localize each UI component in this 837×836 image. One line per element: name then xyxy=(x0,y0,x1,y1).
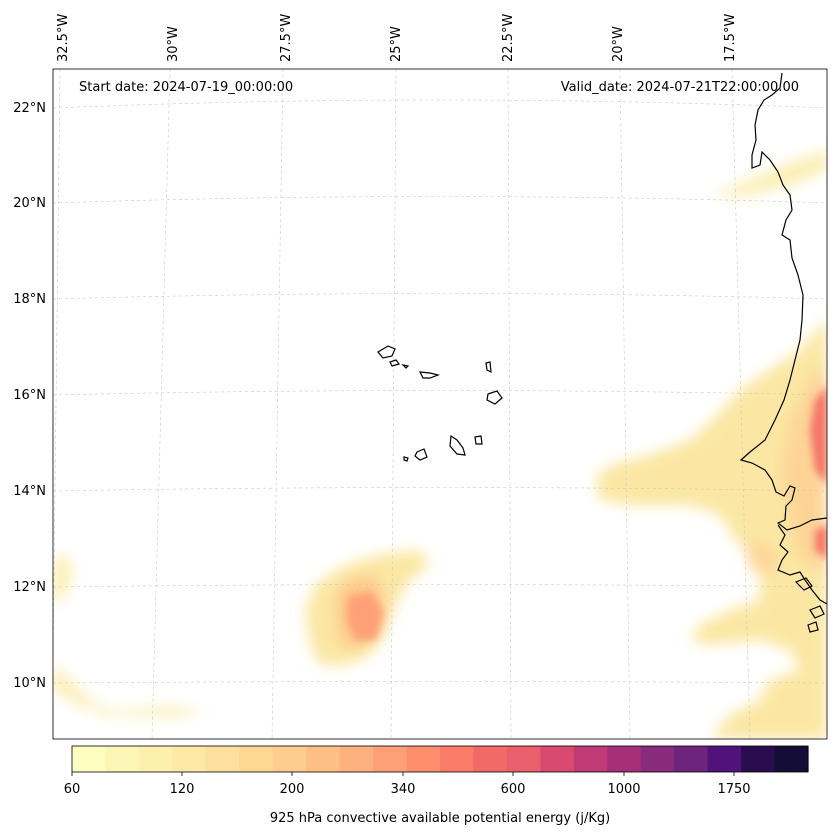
colorbar-tick-label: 120 xyxy=(170,782,195,797)
colorbar-swatch xyxy=(373,746,408,772)
colorbar-swatch xyxy=(774,746,809,772)
colorbar-tick-label: 200 xyxy=(280,782,305,797)
coastline-cape-verde-santiago xyxy=(449,434,466,456)
coastline-cape-verde-santo-antao xyxy=(377,345,396,359)
lon-label: 30°W xyxy=(166,26,181,62)
cape-field-core xyxy=(347,385,827,640)
lat-label: 12°N xyxy=(13,580,46,595)
cape-field-blurred xyxy=(53,150,827,739)
map-axes-frame xyxy=(52,68,828,740)
colorbar-swatch xyxy=(506,746,541,772)
colorbar-swatch xyxy=(473,746,508,772)
coastline-cape-verde-santa-luzia xyxy=(401,364,410,369)
cape-region-coast-orange xyxy=(745,540,780,575)
colorbar-swatch xyxy=(105,746,140,772)
lat-label: 18°N xyxy=(13,292,46,307)
colorbar-swatches xyxy=(72,746,809,772)
lat-label: 10°N xyxy=(13,676,46,691)
cape-region-west-edge xyxy=(53,555,72,605)
longitude-labels: 32.5°W 30°W 27.5°W 25°W 22.5°W 20°W 17.5… xyxy=(56,14,738,62)
colorbar-frame xyxy=(71,745,809,773)
colorbar-swatch xyxy=(306,746,341,772)
lon-label: 22.5°W xyxy=(501,14,516,62)
map-axes-background xyxy=(53,69,827,739)
lon-label: 20°W xyxy=(611,26,626,62)
lat-label: 14°N xyxy=(13,484,46,499)
lon-label: 32.5°W xyxy=(56,14,71,62)
lon-label: 25°W xyxy=(389,26,404,62)
cape-field xyxy=(53,150,827,739)
colorbar-swatch xyxy=(239,746,274,772)
cape-core-sahel-red xyxy=(810,385,827,485)
colorbar-tick-label: 600 xyxy=(501,782,526,797)
coastline-cape-verde-fogo xyxy=(414,448,428,461)
map-plot-area xyxy=(53,69,827,739)
lon-label: 27.5°W xyxy=(279,14,294,62)
cape-core-coast-red xyxy=(815,525,827,560)
cape-core-plume-mid xyxy=(347,592,384,640)
coastline-cape-verde-sao-nicolau xyxy=(418,371,441,379)
coastline-guinea xyxy=(777,524,827,605)
colorbar-tick-label: 1750 xyxy=(717,782,750,797)
cape-region-southwest-strip xyxy=(53,665,205,716)
colorbar-swatch xyxy=(540,746,575,772)
colorbar-swatch xyxy=(640,746,675,772)
colorbar-tick-label: 60 xyxy=(64,782,81,797)
colorbar-swatch xyxy=(440,746,475,772)
coastline-cape-verde-sao-vicente xyxy=(389,359,401,367)
lon-label: 17.5°W xyxy=(723,14,738,62)
colorbar-swatch xyxy=(674,746,709,772)
coastline-cape-verde-sal xyxy=(485,361,492,374)
colorbar-ticks xyxy=(71,772,735,776)
cape-region-sahara-strip xyxy=(715,150,827,198)
coastline-bijagos xyxy=(794,577,825,633)
coastline-cape-verde-brava xyxy=(403,456,409,462)
colorbar: 60 120 200 340 600 1000 1750 925 hPa con… xyxy=(64,745,809,826)
colorbar-swatch xyxy=(339,746,374,772)
coastline-cape-verde-maio xyxy=(474,435,483,445)
lat-label: 22°N xyxy=(13,101,46,116)
colorbar-swatch xyxy=(573,746,608,772)
latitude-labels: 22°N 20°N 18°N 16°N 14°N 12°N 10°N xyxy=(13,101,46,691)
colorbar-swatch xyxy=(272,746,307,772)
colorbar-swatch xyxy=(406,746,441,772)
coastlines xyxy=(377,72,827,633)
valid-date-label: Valid_date: 2024-07-21T22:00:00.00 xyxy=(561,80,799,95)
colorbar-title: 925 hPa convective available potential e… xyxy=(270,811,610,826)
colorbar-tick-label: 1000 xyxy=(607,782,640,797)
coastline-cape-verde-boa-vista xyxy=(486,390,503,405)
lat-label: 20°N xyxy=(13,196,46,211)
colorbar-swatch xyxy=(741,746,776,772)
start-date-label: Start date: 2024-07-19_00:00:00 xyxy=(79,80,293,95)
colorbar-tick-label: 340 xyxy=(391,782,416,797)
cape-region-west-africa xyxy=(595,318,827,739)
colorbar-swatch xyxy=(72,746,107,772)
colorbar-swatch xyxy=(707,746,742,772)
colorbar-swatch xyxy=(205,746,240,772)
colorbar-swatch xyxy=(607,746,642,772)
coastline-west-africa xyxy=(739,72,827,531)
colorbar-swatch xyxy=(138,746,173,772)
colorbar-swatch xyxy=(172,746,207,772)
lat-label: 16°N xyxy=(13,388,46,403)
